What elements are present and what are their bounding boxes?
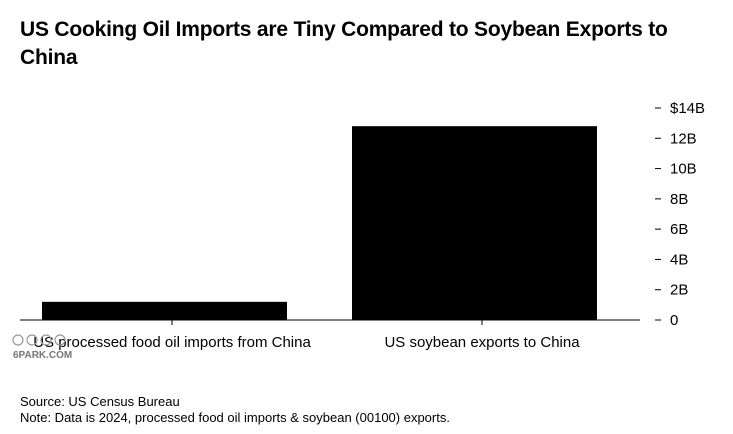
y-tick-label-5: 10B [670, 161, 697, 178]
bars-layer [42, 126, 597, 321]
chart-footer: Source: US Census Bureau Note: Data is 2… [20, 394, 450, 426]
y-tick-label-7: $14B [670, 100, 705, 117]
watermark-text: 6PARK.COM [13, 350, 72, 361]
watermark: 6PARK.COM [12, 334, 72, 361]
y-tick-label-6: 12B [670, 130, 697, 147]
y-tick-label-4: 8B [670, 191, 688, 208]
y-tick-label-3: 6B [670, 221, 688, 238]
y-axis: 0 2B 4B 6B 8B 10B 12B $14B [655, 100, 705, 329]
y-tick-label-1: 2B [670, 282, 688, 299]
x-axis: US processed food oil imports from China… [33, 320, 580, 351]
source-note: Source: US Census Bureau [20, 394, 180, 409]
data-note: Note: Data is 2024, processed food oil i… [20, 410, 450, 425]
x-tick-label-1: US soybean exports to China [384, 334, 580, 351]
bar-0 [42, 301, 287, 320]
y-tick-label-0: 0 [670, 312, 678, 329]
y-tick-label-2: 4B [670, 251, 688, 268]
chart-title: US Cooking Oil Imports are Tiny Compared… [20, 18, 668, 69]
x-tick-label-0: US processed food oil imports from China [33, 334, 311, 351]
bar-1 [352, 126, 597, 321]
